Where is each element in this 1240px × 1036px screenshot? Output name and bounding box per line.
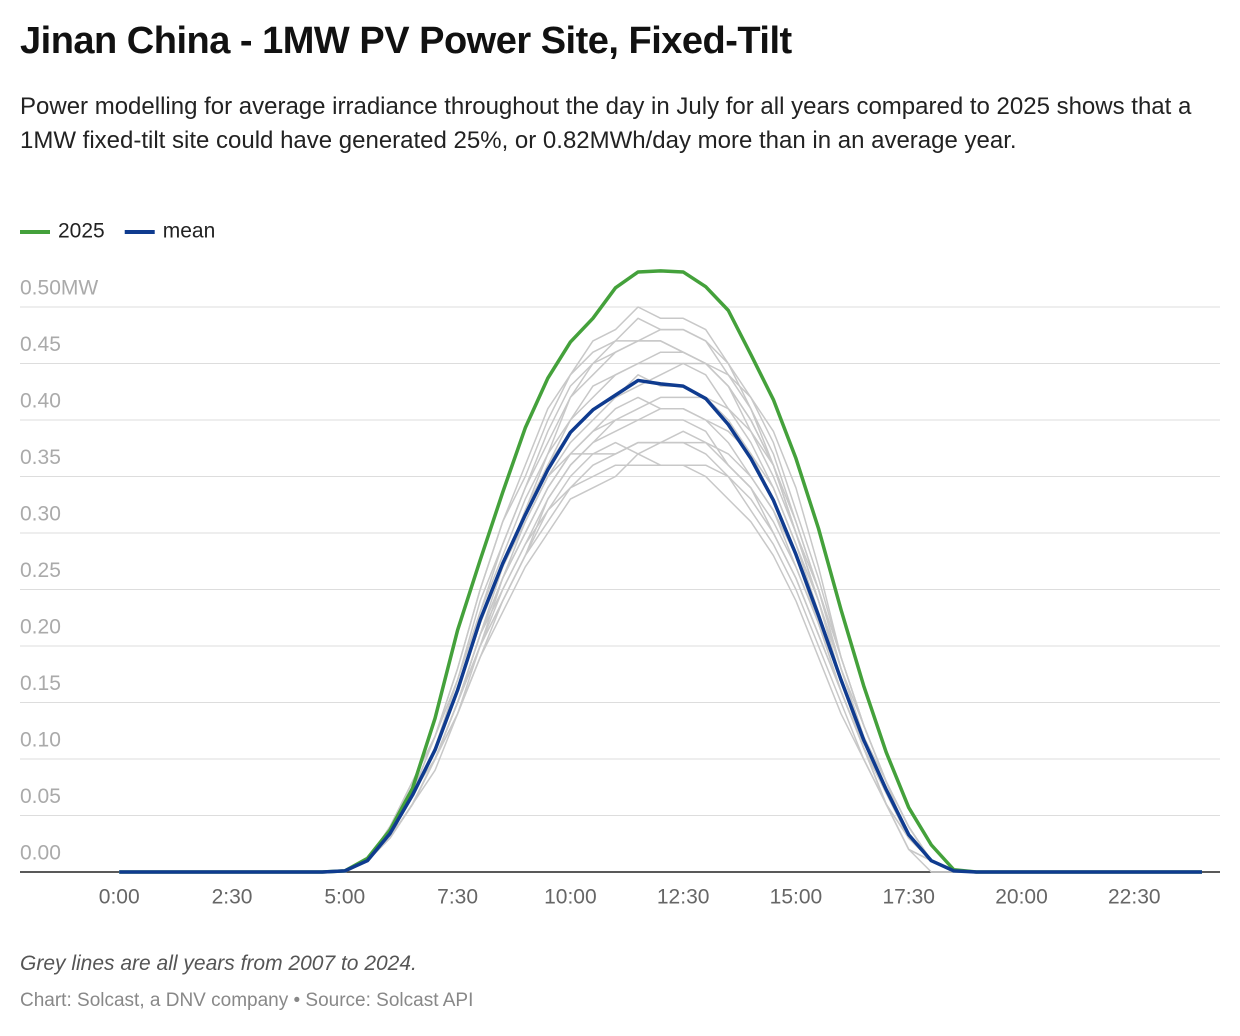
background-line: [119, 396, 1202, 873]
legend-item: 2025: [20, 220, 105, 243]
series-line: [119, 269, 1202, 874]
y-tick-label: 0.05: [20, 785, 61, 808]
y-tick-label: 0.10: [20, 729, 61, 752]
x-tick-label: 20:00: [995, 886, 1048, 909]
chart-source: Chart: Solcast, a DNV company • Source: …: [20, 990, 474, 1011]
background-line: [119, 441, 1202, 873]
y-tick-label: 0.00: [20, 842, 61, 865]
chart: 0.00 0.05 0.10 0.15 0.20 0.25 0.30 0.35 0.40 0.45…: [20, 220, 1220, 909]
y-tick-label: 0.45: [20, 333, 61, 356]
background-line: [119, 374, 1202, 873]
x-tick-label: 7:30: [437, 886, 478, 909]
x-tick-label: 10:00: [544, 886, 597, 909]
background-line: [119, 464, 1202, 873]
chart-note: Grey lines are all years from 2007 to 20…: [20, 952, 417, 975]
background-line: [119, 351, 1202, 873]
x-tick-label: 0:00: [99, 886, 140, 909]
legend-item: mean: [124, 220, 216, 243]
x-tick-label: 12:30: [657, 886, 710, 909]
chart-subtitle: Power modelling for average irradiance t…: [20, 93, 1192, 154]
y-tick-label: 0.25: [20, 559, 61, 582]
background-line: [119, 441, 1202, 873]
x-tick-label: 2:30: [212, 886, 253, 909]
y-tick-label: 0.50MW: [20, 277, 98, 300]
series-line: [119, 378, 1202, 874]
chart-title: Jinan China - 1MW PV Power Site, Fixed-T…: [20, 20, 792, 62]
x-tick-label: 15:00: [770, 886, 823, 909]
y-tick-label: 0.30: [20, 503, 61, 526]
background-line: [119, 396, 1202, 873]
y-tick-label: 0.40: [20, 390, 61, 413]
x-tick-label: 5:00: [324, 886, 365, 909]
y-tick-label: 0.20: [20, 616, 61, 639]
background-line: [119, 328, 1202, 873]
x-tick-label: 22:30: [1108, 886, 1161, 909]
background-line: [119, 362, 1202, 873]
y-tick-label: 0.35: [20, 446, 61, 469]
background-line: [119, 453, 1202, 873]
legend-label: mean: [163, 220, 216, 243]
x-tick-label: 17:30: [882, 886, 935, 909]
legend-label: 2025: [58, 220, 105, 243]
background-line: [119, 362, 1202, 873]
y-tick-label: 0.15: [20, 672, 61, 695]
background-line: [119, 317, 1202, 873]
background-line: [119, 407, 1202, 873]
background-line: [119, 430, 1202, 873]
